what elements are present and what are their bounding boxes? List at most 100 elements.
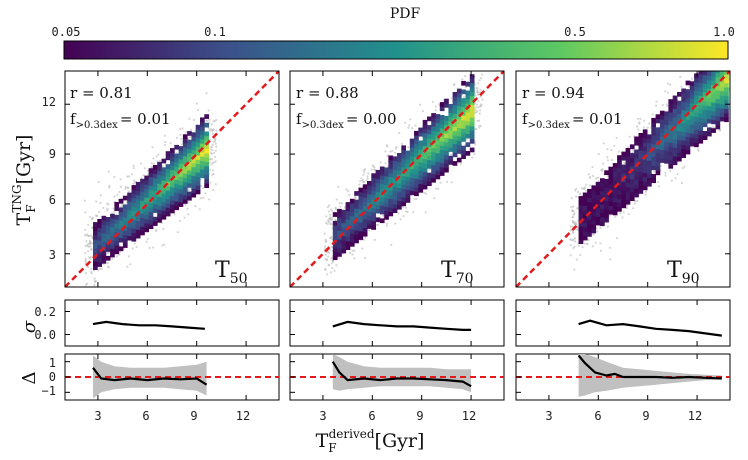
heatmap-cell	[122, 221, 128, 227]
heatmap-cell	[200, 156, 205, 161]
heatmap-cell	[152, 190, 158, 196]
heatmap-cell	[341, 214, 347, 219]
scatter-point	[359, 180, 362, 183]
heatmap-cell	[337, 213, 342, 218]
heatmap-cell	[702, 122, 708, 128]
heatmap-cell	[694, 129, 699, 135]
heatmap-cell	[431, 113, 436, 118]
heatmap-cell	[694, 120, 699, 126]
heatmap-cell	[97, 219, 102, 224]
scatter-point	[588, 176, 591, 179]
heatmap-cell	[170, 161, 175, 166]
scatter-point	[576, 227, 579, 231]
scatter-point	[143, 167, 146, 170]
scatter-point	[463, 74, 467, 78]
heatmap-cell	[140, 209, 145, 214]
scatter-point	[734, 62, 736, 64]
scatter-point	[473, 152, 476, 156]
scatter-point	[401, 206, 405, 209]
main-y-tick-6: 6	[49, 193, 56, 207]
heatmap-cell	[715, 72, 721, 78]
heatmap-cell	[405, 198, 411, 203]
heatmap-cell	[659, 115, 665, 120]
heatmap-cell	[629, 187, 635, 193]
heatmap-cell	[707, 110, 712, 115]
heatmap-cell	[178, 189, 184, 194]
heatmap-cell	[617, 176, 622, 182]
heatmap-cell	[625, 182, 631, 188]
scatter-point	[212, 188, 215, 192]
heatmap-cell	[664, 141, 669, 147]
heatmap-cell	[698, 130, 704, 135]
heatmap-cell	[647, 160, 652, 165]
scatter-point	[135, 245, 138, 249]
heatmap-cell	[621, 151, 627, 157]
heatmap-cell	[651, 143, 656, 149]
scatter-point	[351, 253, 354, 256]
heatmap-cell	[689, 81, 695, 86]
heatmap-cell	[659, 128, 665, 133]
heatmap-cell	[349, 233, 355, 238]
scatter-point	[169, 141, 172, 144]
heatmap-cell	[349, 203, 355, 208]
scatter-point	[131, 247, 134, 250]
scatter-point	[353, 249, 356, 252]
heatmap-cell	[591, 198, 597, 203]
heatmap-cell	[651, 130, 656, 136]
heatmap-cell	[392, 199, 398, 205]
scatter-point	[569, 254, 572, 257]
heatmap-cell	[724, 113, 729, 118]
heatmap-cell	[140, 213, 145, 218]
scatter-point	[94, 279, 98, 282]
heatmap-cell	[401, 192, 406, 198]
heatmap-cell	[379, 209, 385, 215]
heatmap-cell	[152, 186, 158, 192]
heatmap-cell	[431, 156, 436, 161]
scatter-point	[330, 218, 333, 221]
heatmap-cell	[677, 126, 682, 132]
x-tick-3-12: 12	[688, 409, 702, 423]
heatmap-cell	[465, 99, 471, 104]
heatmap-cell	[384, 193, 389, 199]
heatmap-cell	[702, 105, 708, 110]
heatmap-cell	[629, 166, 635, 171]
heatmap-cell	[642, 151, 648, 156]
panel-t50-f-sub: >0.3dex	[76, 120, 119, 131]
heatmap-cell	[204, 131, 209, 137]
heatmap-cell	[659, 136, 665, 142]
scatter-point	[86, 282, 89, 285]
scatter-point	[587, 173, 590, 176]
heatmap-cell	[444, 150, 449, 156]
scatter-point	[84, 211, 87, 214]
heatmap-cell	[375, 182, 381, 188]
heatmap-cell	[431, 169, 436, 174]
x-ticks-panel-3: 3 6 9 12	[545, 409, 702, 423]
scatter-point	[732, 96, 734, 98]
heatmap-cell	[161, 171, 167, 177]
scatter-point	[179, 128, 182, 131]
heatmap-cell	[152, 203, 158, 209]
heatmap-cell	[595, 181, 601, 187]
scatter-point	[404, 206, 407, 209]
heatmap-cell	[587, 214, 592, 220]
scatter-point	[213, 151, 216, 155]
heatmap-cell	[702, 100, 708, 106]
main-y-tick-3: 3	[49, 248, 56, 262]
heatmap-cell	[578, 226, 584, 232]
scatter-point	[85, 322, 87, 324]
scatter-point	[423, 191, 426, 194]
scatter-point	[325, 215, 328, 218]
scatter-point	[348, 193, 351, 196]
heatmap-cell	[638, 176, 644, 181]
scatter-point	[106, 209, 109, 212]
heatmap-cell	[668, 164, 674, 169]
heatmap-cell	[655, 127, 661, 132]
heatmap-cell	[170, 169, 175, 175]
heatmap-cell	[621, 190, 627, 196]
scatter-point	[569, 238, 572, 241]
scatter-point	[363, 170, 366, 174]
scatter-point	[195, 102, 198, 105]
ylabel-delta: Δ	[19, 372, 40, 385]
heatmap-cell	[174, 188, 179, 193]
heatmap-cell	[354, 191, 359, 196]
